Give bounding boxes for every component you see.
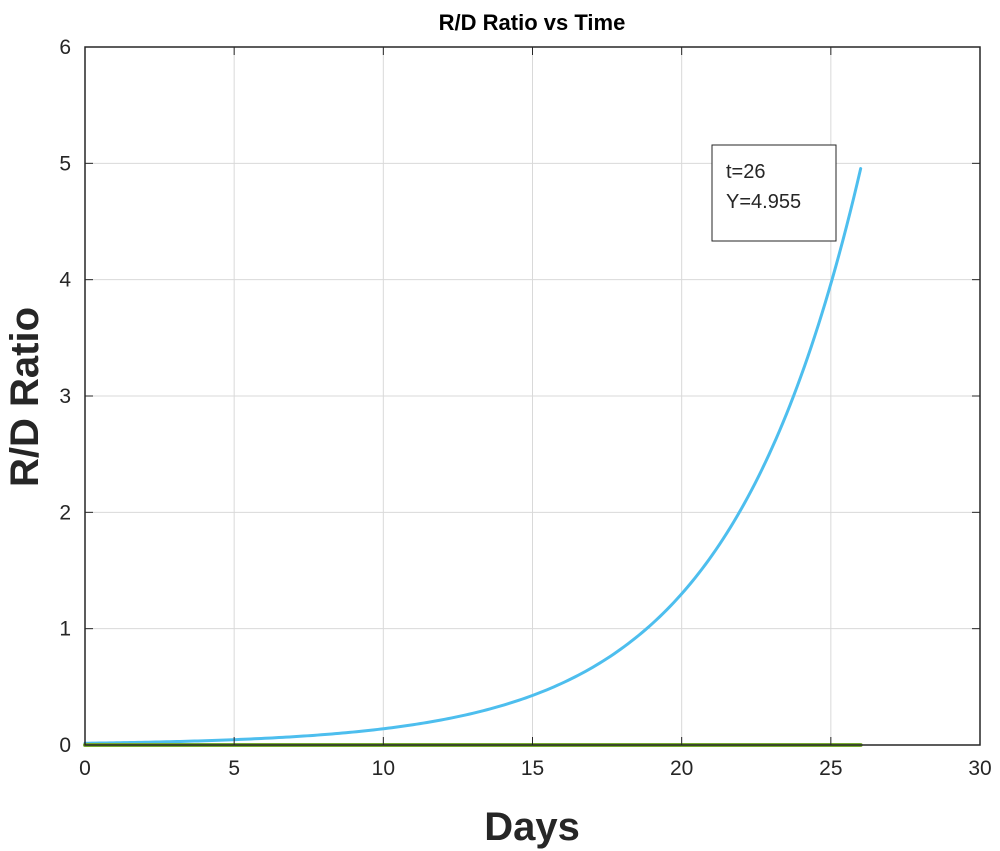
x-tick-label-6: 30: [968, 757, 991, 780]
x-tick-label-4: 20: [670, 757, 693, 780]
x-tick-label-2: 10: [372, 757, 395, 780]
x-tick-label-5: 25: [819, 757, 842, 780]
y-tick-label-4: 4: [59, 269, 71, 292]
x-tick-label-0: 0: [79, 757, 91, 780]
y-tick-label-1: 1: [59, 618, 71, 641]
chart-title: R/D Ratio vs Time: [439, 10, 626, 35]
datatip: t=26 Y=4.955: [711, 144, 837, 242]
datatip-line-0: t=26: [726, 161, 765, 183]
y-tick-label-6: 6: [59, 36, 71, 59]
series-line-0: [83, 167, 863, 745]
x-axis-label: Days: [484, 805, 580, 849]
y-axis-label: R/D Ratio: [3, 307, 47, 487]
datatip-box: [711, 144, 837, 242]
y-tick-label-2: 2: [59, 501, 71, 524]
x-tick-label-1: 5: [228, 757, 240, 780]
y-tick-label-5: 5: [59, 152, 71, 175]
x-tick-label-3: 15: [521, 757, 544, 780]
datatip-line-1: Y=4.955: [726, 191, 801, 213]
ticks-layer: 0 5 10 15 20 25 30 0 1 2 3 4 5 6: [59, 36, 991, 780]
y-tick-label-0: 0: [59, 734, 71, 757]
y-tick-label-3: 3: [59, 385, 71, 408]
